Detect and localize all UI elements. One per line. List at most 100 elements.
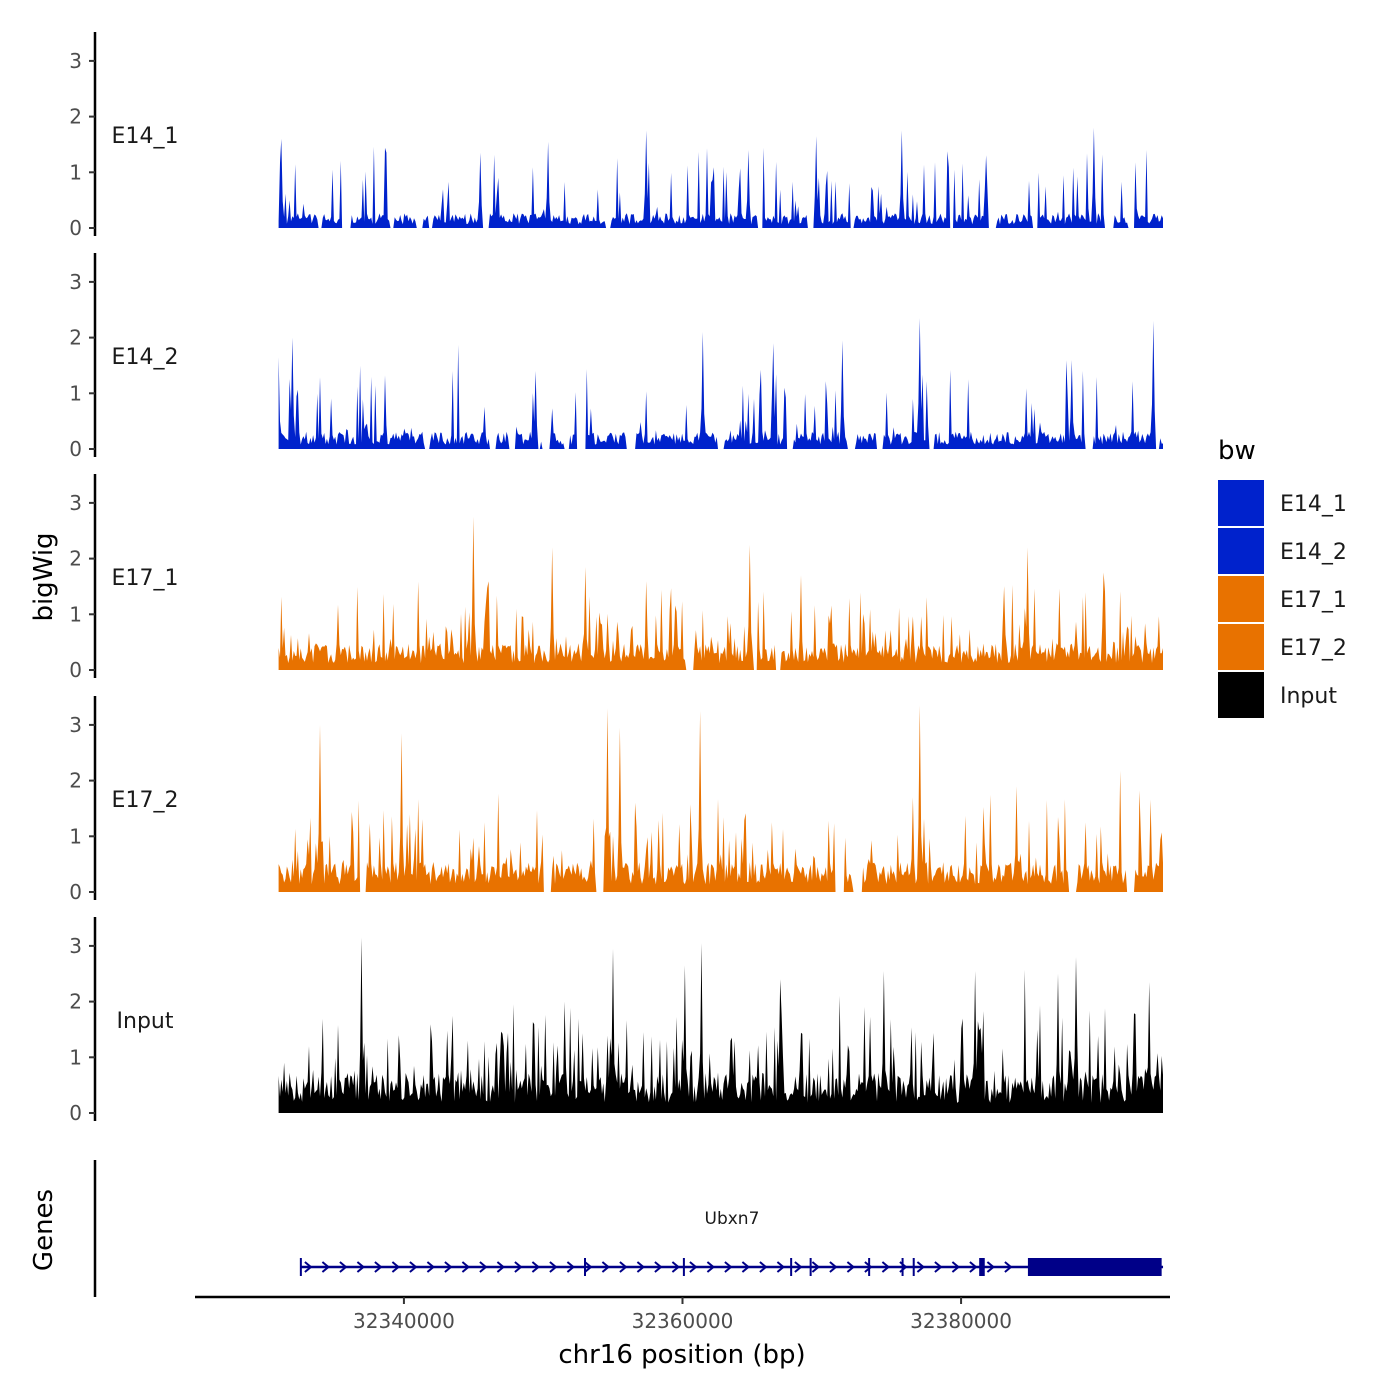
strand-arrow	[776, 1261, 785, 1273]
strand-arrow	[724, 1261, 733, 1273]
strand-arrow	[916, 1261, 925, 1273]
y-tick-label: 1	[69, 824, 82, 848]
strand-arrow	[986, 1261, 995, 1273]
legend-key-e14-1	[1218, 480, 1264, 526]
signal-area-e17-1	[278, 516, 1164, 670]
strand-arrow	[846, 1261, 855, 1273]
strand-arrow	[636, 1261, 645, 1273]
tracks-layer: 0 1 2 3 E14_1 0 1 2 3 E14_2 0 1 2 3 E17_1 0 1 2 3 E17_2 0 1 2 3…	[69, 32, 1164, 1125]
y-tick-label: 0	[69, 880, 82, 904]
strand-arrow	[706, 1261, 715, 1273]
legend-label: E14_2	[1280, 540, 1347, 565]
strand-arrow	[951, 1261, 960, 1273]
strand-arrow	[356, 1261, 365, 1273]
facet-label: E17_2	[112, 788, 179, 813]
strand-arrow	[514, 1261, 523, 1273]
y-tick-label: 3	[69, 713, 82, 737]
y-tick-label: 0	[69, 437, 82, 461]
strand-arrow	[549, 1261, 558, 1273]
signal-area-e17-2	[278, 705, 1164, 892]
signal-area-e14-2	[278, 318, 1164, 449]
legend-key-e14-2	[1218, 528, 1264, 574]
y-tick-label: 0	[69, 1101, 82, 1125]
strand-arrow	[689, 1261, 698, 1273]
strand-arrow	[409, 1261, 418, 1273]
strand-arrow	[426, 1261, 435, 1273]
strand-arrow	[881, 1261, 890, 1273]
y-tick-label: 3	[69, 270, 82, 294]
facet-label: E14_1	[112, 124, 179, 149]
legend-title: bw	[1218, 436, 1256, 466]
y-tick-label: 3	[69, 934, 82, 958]
y-tick-label: 0	[69, 658, 82, 682]
strand-arrow	[759, 1261, 768, 1273]
exon-block	[1027, 1258, 1162, 1276]
y-tick-label: 2	[69, 990, 82, 1014]
genes-panel: Ubxn7	[93, 1160, 1164, 1297]
y-tick-label: 0	[69, 216, 82, 240]
legend-label: E17_2	[1280, 636, 1347, 661]
legend-label: E14_1	[1280, 492, 1347, 517]
facet-label: E14_2	[112, 345, 179, 370]
strand-arrow	[321, 1261, 330, 1273]
legend-label: Input	[1280, 684, 1337, 709]
facet-label: E17_1	[112, 566, 179, 591]
strand-arrow	[969, 1261, 978, 1273]
strand-arrow	[444, 1261, 453, 1273]
legend-key-input	[1218, 672, 1264, 718]
x-tick-label: 32340000	[353, 1309, 455, 1333]
strand-arrow	[584, 1261, 593, 1273]
strand-arrow	[829, 1261, 838, 1273]
y-tick-label: 3	[69, 491, 82, 515]
track-input: 0 1 2 3 Input	[69, 917, 1164, 1125]
signal-area-input	[278, 937, 1164, 1113]
y-tick-label: 2	[69, 326, 82, 350]
strand-arrow	[1004, 1261, 1013, 1273]
x-axis: 32340000 32360000 32380000	[195, 1295, 1170, 1333]
x-axis-title: chr16 position (bp)	[558, 1340, 805, 1370]
legend: bw E14_1 E14_2 E17_1 E17_2 Input	[1218, 436, 1347, 718]
strand-arrow	[934, 1261, 943, 1273]
y-tick-label: 1	[69, 381, 82, 405]
exon-block	[979, 1258, 985, 1276]
strand-arrow	[496, 1261, 505, 1273]
strand-arrow	[811, 1261, 820, 1273]
legend-label: E17_1	[1280, 588, 1347, 613]
gene-name: Ubxn7	[705, 1209, 760, 1229]
strand-arrow	[619, 1261, 628, 1273]
strand-arrow	[479, 1261, 488, 1273]
y-tick-label: 1	[69, 602, 82, 626]
strand-arrow	[671, 1261, 680, 1273]
strand-arrow	[391, 1261, 400, 1273]
track-e17-1: 0 1 2 3 E17_1	[69, 474, 1164, 682]
y-tick-label: 2	[69, 769, 82, 793]
track-e17-2: 0 1 2 3 E17_2	[69, 696, 1164, 904]
strand-arrow	[461, 1261, 470, 1273]
y-tick-label: 2	[69, 547, 82, 571]
legend-key-e17-1	[1218, 576, 1264, 622]
strand-arrow	[741, 1261, 750, 1273]
strand-arrow	[864, 1261, 873, 1273]
strand-arrow	[654, 1261, 663, 1273]
strand-arrow	[339, 1261, 348, 1273]
x-tick-label: 32360000	[632, 1309, 734, 1333]
y-axis-title: bigWig	[29, 532, 59, 621]
genes-axis-title: Genes	[29, 1189, 59, 1271]
y-tick-label: 2	[69, 105, 82, 129]
strand-arrow	[531, 1261, 540, 1273]
strand-arrow	[304, 1261, 313, 1273]
signal-area-e14-1	[278, 127, 1164, 228]
x-tick-label: 32380000	[910, 1309, 1012, 1333]
track-e14-2: 0 1 2 3 E14_2	[69, 253, 1164, 461]
y-tick-label: 1	[69, 1045, 82, 1069]
y-tick-label: 1	[69, 160, 82, 184]
facet-label: Input	[117, 1009, 174, 1034]
y-tick-label: 3	[69, 49, 82, 73]
strand-arrow	[794, 1261, 803, 1273]
strand-arrow	[374, 1261, 383, 1273]
strand-arrow	[566, 1261, 575, 1273]
legend-key-e17-2	[1218, 624, 1264, 670]
strand-arrow	[601, 1261, 610, 1273]
track-e14-1: 0 1 2 3 E14_1	[69, 32, 1164, 240]
